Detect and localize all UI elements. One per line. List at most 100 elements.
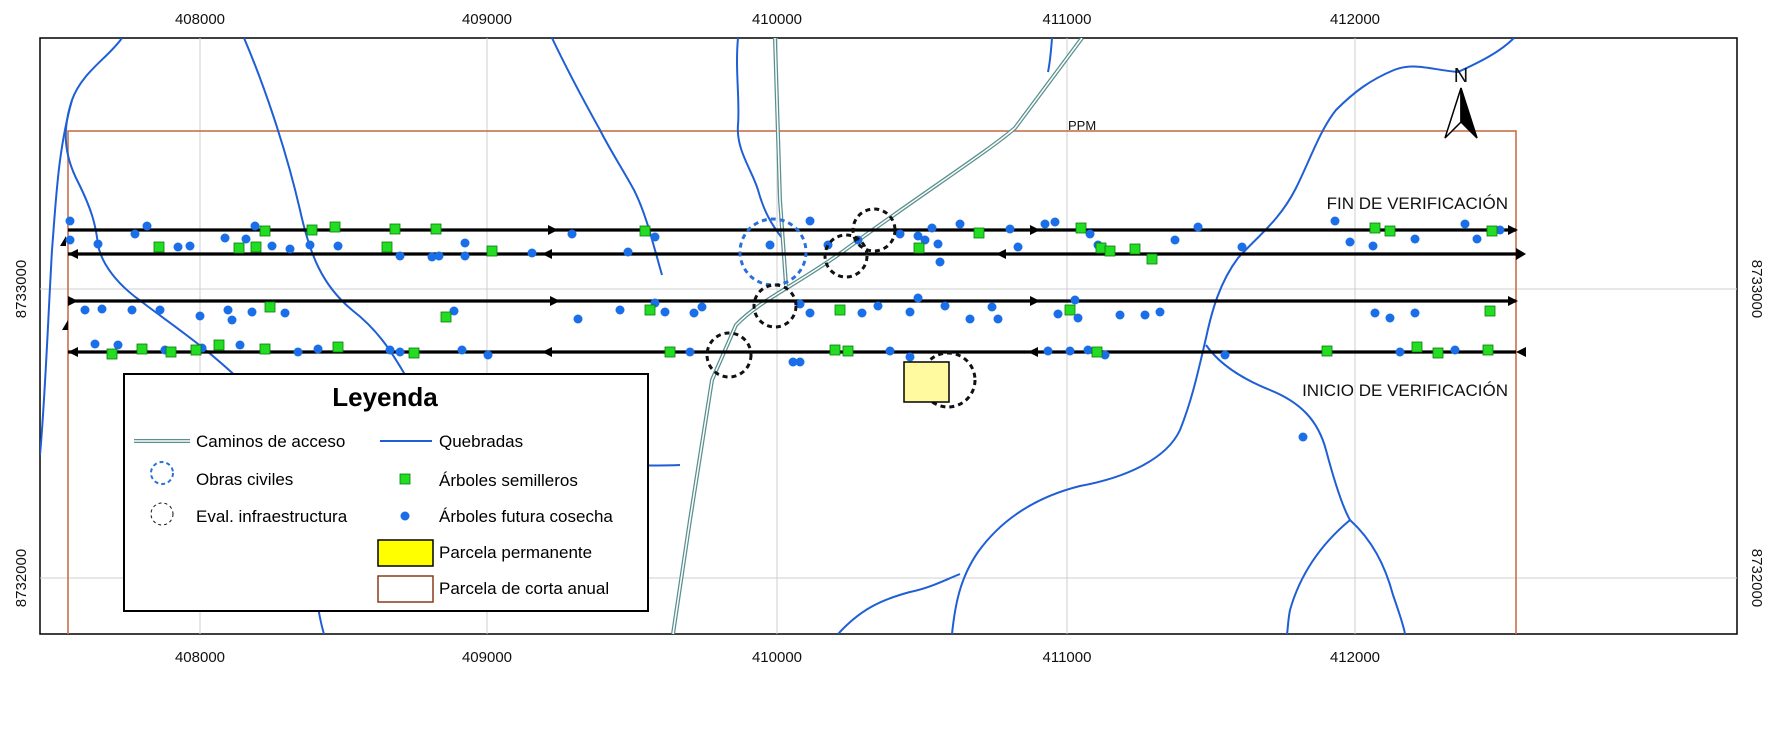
tree-semillero bbox=[1384, 225, 1396, 237]
stream-center bbox=[736, 38, 783, 239]
tree-futura bbox=[1073, 313, 1083, 323]
tree-futura bbox=[1155, 307, 1165, 317]
arrow-left bbox=[542, 347, 552, 357]
legend-permanente-label: Parcela permanente bbox=[439, 543, 592, 562]
tree-futura bbox=[697, 302, 707, 312]
arrow-right bbox=[548, 225, 558, 235]
tree-futura bbox=[1450, 345, 1460, 355]
tree-futura bbox=[460, 238, 470, 248]
tree-futura bbox=[1115, 310, 1125, 320]
eval-circle bbox=[823, 233, 869, 279]
y-tick-right: 8733000 bbox=[1748, 260, 1765, 318]
tree-futura bbox=[90, 339, 100, 349]
tree-futura bbox=[1140, 310, 1150, 320]
x-tick-top: 411000 bbox=[1043, 11, 1092, 28]
y-tick-right: 8732000 bbox=[1748, 549, 1765, 607]
tree-futura bbox=[1472, 234, 1482, 244]
tree-futura bbox=[185, 241, 195, 251]
arrow-left bbox=[542, 249, 552, 259]
tree-futura bbox=[895, 229, 905, 239]
tree-futura bbox=[267, 241, 277, 251]
stream-west-left bbox=[40, 99, 73, 456]
stream-south bbox=[837, 573, 961, 634]
tree-semillero bbox=[1091, 346, 1103, 358]
tree-semillero bbox=[1104, 245, 1116, 257]
tree-futura bbox=[483, 350, 493, 360]
caminos-de-acceso bbox=[671, 38, 1084, 634]
start-flag bbox=[60, 236, 66, 246]
tree-futura bbox=[195, 311, 205, 321]
y-tick-labels: 8733000 8732000 8733000 8732000 bbox=[13, 260, 1765, 607]
tree-futura bbox=[293, 347, 303, 357]
tree-futura bbox=[385, 345, 395, 355]
legend-box bbox=[123, 373, 649, 612]
quebradas bbox=[40, 38, 1515, 634]
transect-arrows bbox=[60, 225, 1526, 357]
arrow-right bbox=[550, 296, 560, 306]
tree-semillero bbox=[430, 223, 442, 235]
x-tick-labels-bottom: 408000 409000 410000 411000 412000 bbox=[175, 649, 1380, 666]
tree-futura bbox=[905, 352, 915, 362]
tree-futura bbox=[987, 302, 997, 312]
legend-obras-label: Obras civiles bbox=[196, 470, 293, 489]
stream-east-branch-2 bbox=[1286, 519, 1351, 634]
tree-futura bbox=[527, 248, 537, 258]
tree-futura bbox=[280, 308, 290, 318]
arrow-left bbox=[1516, 248, 1526, 260]
tree-semillero bbox=[1129, 243, 1141, 255]
x-tick-bottom: 408000 bbox=[175, 649, 225, 666]
ppm-label: PPM bbox=[1068, 118, 1096, 133]
tree-futura bbox=[965, 314, 975, 324]
tree-semillero bbox=[1482, 344, 1494, 356]
legend-futura-symbol bbox=[400, 511, 410, 521]
start-flag bbox=[62, 320, 68, 330]
tree-futura bbox=[650, 232, 660, 242]
tree-semillero bbox=[1075, 222, 1087, 234]
tree-futura bbox=[927, 223, 937, 233]
tree-futura bbox=[920, 235, 930, 245]
tree-futura bbox=[434, 251, 444, 261]
tree-semillero bbox=[486, 245, 498, 257]
tree-semillero bbox=[165, 346, 177, 358]
arrow-left bbox=[1028, 347, 1038, 357]
tree-futura bbox=[427, 252, 437, 262]
tree-futura bbox=[127, 305, 137, 315]
arrow-left bbox=[996, 249, 1006, 259]
tree-semillero bbox=[1064, 304, 1076, 316]
arrow-right bbox=[68, 296, 78, 306]
stream-east-main bbox=[951, 38, 1515, 634]
tree-futura bbox=[1495, 225, 1505, 235]
tree-semillero bbox=[1369, 222, 1381, 234]
legend-semilleros-label: Árboles semilleros bbox=[439, 471, 578, 490]
tree-futura bbox=[660, 307, 670, 317]
legend-quebradas-label: Quebradas bbox=[439, 432, 523, 451]
tree-semillero bbox=[329, 221, 341, 233]
tree-semillero bbox=[842, 345, 854, 357]
tree-futura bbox=[1083, 345, 1093, 355]
tree-futura bbox=[223, 305, 233, 315]
tree-semillero bbox=[213, 339, 225, 351]
tree-futura bbox=[155, 305, 165, 315]
tree-futura bbox=[1013, 242, 1023, 252]
tree-futura bbox=[97, 304, 107, 314]
tree-semillero bbox=[644, 304, 656, 316]
tree-futura bbox=[623, 247, 633, 257]
tree-futura bbox=[457, 345, 467, 355]
fin-verificacion-label: FIN DE VERIFICACIÓN bbox=[1327, 194, 1508, 213]
stream-east-branch bbox=[1205, 344, 1406, 634]
tree-futura bbox=[395, 347, 405, 357]
tree-futura bbox=[1085, 229, 1095, 239]
tree-semillero bbox=[381, 241, 393, 253]
legend-semilleros-symbol bbox=[399, 473, 411, 485]
x-tick-bottom: 410000 bbox=[752, 649, 802, 666]
tree-futura bbox=[1385, 313, 1395, 323]
tree-futura bbox=[395, 251, 405, 261]
tree-semillero bbox=[829, 344, 841, 356]
tree-futura bbox=[1193, 222, 1203, 232]
tree-futura bbox=[567, 229, 577, 239]
legend-futura-label: Árboles futura cosecha bbox=[439, 507, 613, 526]
tree-semillero bbox=[233, 242, 245, 254]
tree-semillero bbox=[1146, 253, 1158, 265]
tree-futura bbox=[1237, 242, 1247, 252]
